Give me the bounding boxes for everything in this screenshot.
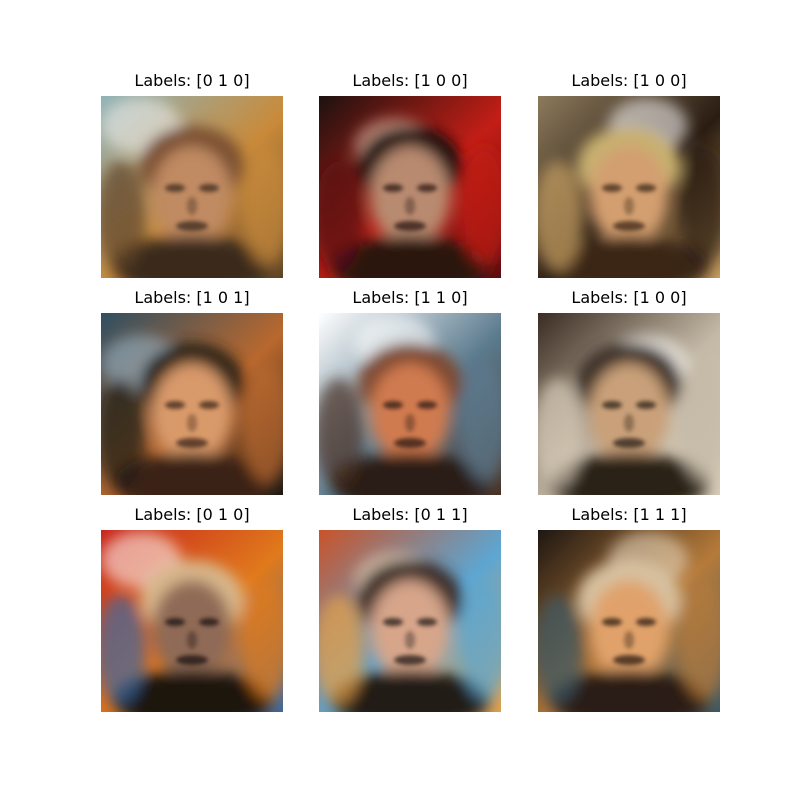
- generated-face-image: [319, 313, 501, 495]
- sample-title: Labels: [1 0 0]: [571, 288, 687, 307]
- sample-title: Labels: [1 0 0]: [571, 71, 687, 90]
- sample-title: Labels: [1 1 1]: [571, 505, 687, 524]
- generated-face-image: [101, 313, 283, 495]
- generated-face-image: [101, 530, 283, 712]
- generated-face-image: [101, 96, 283, 278]
- generated-face-image: [319, 96, 501, 278]
- generated-face-image: [538, 96, 720, 278]
- sample-title: Labels: [1 0 0]: [352, 71, 468, 90]
- sample-title: Labels: [0 1 0]: [134, 71, 250, 90]
- generated-face-image: [538, 313, 720, 495]
- generated-face-image: [319, 530, 501, 712]
- sample-title: Labels: [0 1 1]: [352, 505, 468, 524]
- sample-title: Labels: [0 1 0]: [134, 505, 250, 524]
- sample-title: Labels: [1 0 1]: [134, 288, 250, 307]
- generated-face-image: [538, 530, 720, 712]
- sample-title: Labels: [1 1 0]: [352, 288, 468, 307]
